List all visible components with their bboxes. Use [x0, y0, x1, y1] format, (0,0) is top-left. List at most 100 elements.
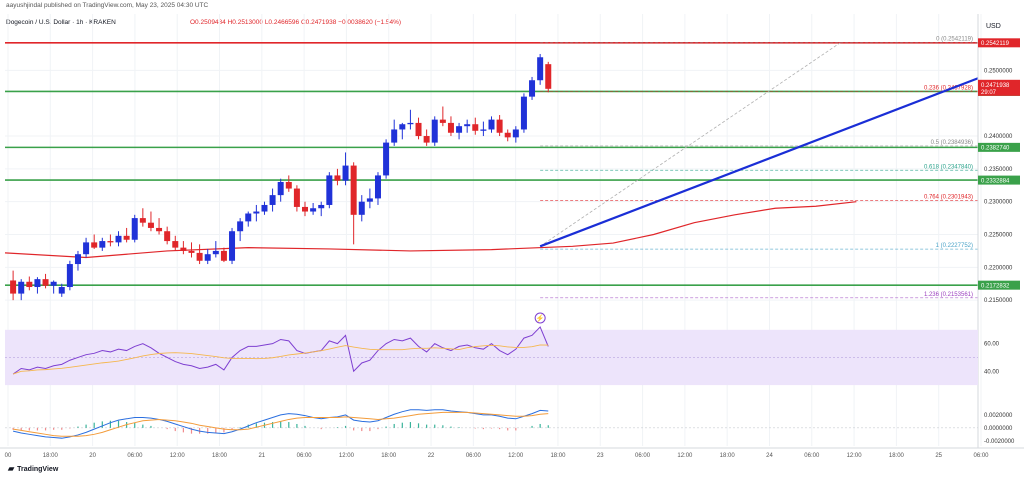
candle-body	[253, 211, 260, 214]
macd-line	[12, 409, 549, 439]
candle-body	[237, 221, 244, 232]
level-price-tag-text: 0.2332884	[981, 178, 1010, 184]
x-tick-label: 18:00	[550, 453, 566, 459]
x-tick-label: 20	[89, 453, 96, 459]
candle-countdown: 29:07	[981, 90, 997, 96]
candle-body	[480, 129, 487, 131]
x-tick-label: 18:00	[212, 453, 228, 459]
candle-body	[172, 241, 179, 248]
candle-body	[496, 119, 503, 133]
tradingview-logo-icon: ▰	[8, 464, 15, 473]
symbol-title: Dogecoin / U.S. Dollar · 1h · KRAKEN	[6, 19, 116, 26]
x-tick-label: 18:00	[381, 453, 397, 459]
tradingview-logo[interactable]: ▰ TradingView	[8, 464, 58, 473]
currency-label: USD	[986, 23, 1001, 30]
candle-body	[310, 208, 317, 212]
rsi-tick-label: 60.00	[984, 342, 1000, 348]
x-tick-label: 12:00	[339, 453, 355, 459]
chart-canvas[interactable]: Dogecoin / U.S. Dollar · 1h · KRAKEN O0.…	[0, 14, 1024, 460]
published-line: aayushjindal published on TradingView.co…	[6, 2, 209, 9]
footer: ▰ TradingView	[0, 460, 1024, 479]
fib-level-label: 0.5 (0.2384936)	[931, 140, 973, 146]
candle-body	[391, 129, 398, 143]
candle-body	[261, 204, 268, 212]
y-tick-label: 0.2350000	[984, 167, 1013, 173]
candle-body	[91, 242, 98, 248]
candle-body	[472, 124, 479, 131]
level-price-tag	[978, 38, 1020, 48]
candle-body	[504, 132, 511, 138]
x-tick-label: 06:00	[804, 453, 820, 459]
x-tick-label: 06:00	[127, 453, 143, 459]
candle-body	[456, 126, 463, 133]
candle-body	[10, 280, 17, 294]
y-tick-label: 0.2300000	[984, 200, 1013, 206]
x-tick-label: 18:00	[43, 453, 59, 459]
x-tick-label: 18:00	[889, 453, 905, 459]
y-tick-label: 0.2500000	[984, 68, 1013, 74]
x-tick-label: 12:00	[677, 453, 693, 459]
rsi-line	[12, 326, 549, 375]
candle-body	[318, 204, 325, 209]
x-tick-label: 12:00	[508, 453, 524, 459]
candle-body	[50, 281, 57, 286]
macd-tick-label: 0.0020000	[984, 413, 1013, 419]
candle-body	[520, 96, 527, 130]
y-tick-label: 0.2400000	[984, 134, 1013, 140]
candle-body	[399, 124, 406, 130]
x-tick-label: 25	[935, 453, 942, 459]
candle-body	[245, 213, 252, 222]
rsi-tick-label: 40.00	[984, 369, 1000, 375]
candle-body	[115, 235, 122, 243]
candle-body	[529, 80, 536, 97]
current-price-text: 0.2471938	[981, 83, 1010, 89]
fib-level-label: 1 (0.2227752)	[936, 243, 973, 249]
macd-tick-label: -0.0020000	[984, 439, 1015, 445]
candle-body	[423, 136, 430, 143]
candle-body	[42, 279, 49, 286]
candle-body	[358, 201, 365, 215]
candle-body	[99, 241, 106, 248]
alert-icon	[534, 312, 546, 324]
candle-body	[74, 254, 81, 265]
candle-body	[229, 231, 236, 261]
candle-body	[488, 119, 495, 130]
fib-level-label: 0.764 (0.2301943)	[924, 194, 973, 200]
x-tick-label: 22	[428, 453, 435, 459]
y-tick-label: 0.2250000	[984, 233, 1013, 239]
tradingview-brand: TradingView	[17, 466, 59, 473]
level-price-tag-text: 0.2172832	[981, 283, 1010, 289]
x-tick-label: 06:00	[466, 453, 482, 459]
candle-body	[545, 64, 552, 89]
candle-body	[58, 287, 65, 294]
candle-body	[407, 122, 414, 125]
x-tick-label: 12:00	[170, 453, 186, 459]
fib-level-label: 0.618 (0.2347840)	[924, 164, 973, 170]
candle-body	[156, 227, 163, 232]
fib-level-label: 0 (0.2542119)	[936, 37, 973, 43]
candle-body	[277, 181, 284, 196]
x-tick-label: 12:00	[847, 453, 863, 459]
candle-body	[350, 165, 357, 215]
candle-body	[123, 235, 130, 240]
candle-body	[66, 264, 73, 288]
x-tick-label: 06:00	[973, 453, 989, 459]
level-price-tag	[978, 142, 1020, 152]
candle-body	[326, 175, 333, 205]
candle-body	[139, 218, 146, 223]
candle-body	[383, 142, 390, 176]
x-tick-label: 00	[5, 453, 12, 459]
moving-average-line	[4, 201, 857, 259]
current-price-tag	[978, 79, 1020, 96]
ohlc-readout: O0.2509484 H0.2513000 L0.2466596 C0.2471…	[190, 19, 401, 26]
level-price-tag-text: 0.2382740	[981, 146, 1010, 152]
candle-body	[293, 188, 300, 207]
candle-body	[439, 119, 446, 123]
candle-body	[374, 175, 381, 199]
candle-body	[537, 57, 544, 81]
level-price-tag	[978, 280, 1020, 290]
x-tick-label: 24	[766, 453, 773, 459]
candle-body	[164, 231, 171, 242]
candle-body	[431, 119, 438, 143]
candle-body	[342, 165, 349, 181]
